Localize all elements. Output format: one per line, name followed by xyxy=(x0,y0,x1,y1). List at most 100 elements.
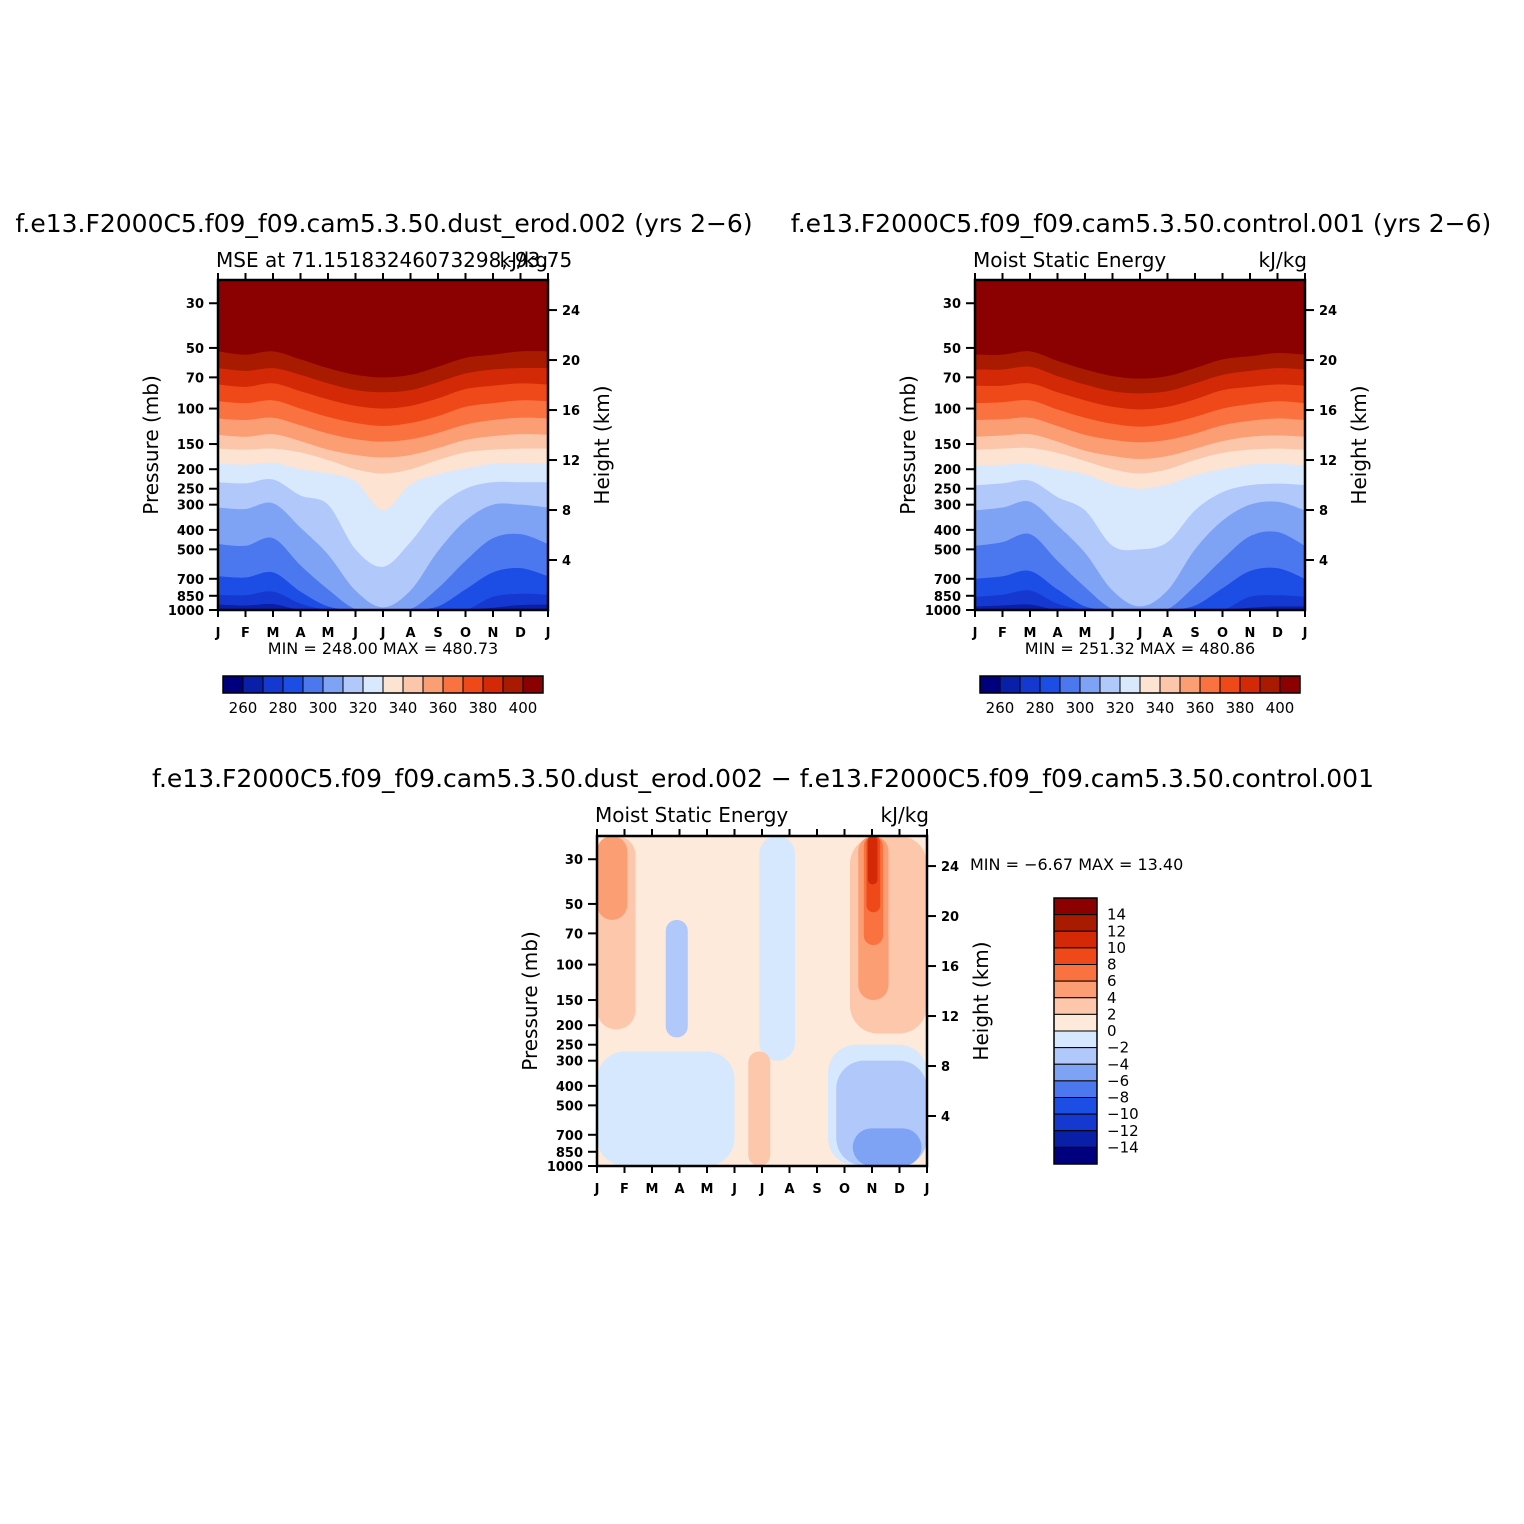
colorbar-label: 280 xyxy=(269,699,298,717)
x-tick-label: O xyxy=(1217,626,1228,641)
colorbar-label: −4 xyxy=(1107,1055,1129,1073)
x-tick-label: F xyxy=(620,1182,629,1197)
x-tick-label: N xyxy=(867,1182,878,1197)
x-tick-label: S xyxy=(1190,626,1199,641)
axes: J F M A M J J A S O N D J305070100150200250300400500… xyxy=(547,829,959,1197)
colorbar-box xyxy=(1053,997,1098,1015)
panel-left-string: Moist Static Energy xyxy=(973,248,1166,272)
y-tick-label: 200 xyxy=(934,463,961,478)
colorbar-box xyxy=(1053,1130,1098,1148)
colorbar-label: 360 xyxy=(429,699,458,717)
y-tick-label: 1000 xyxy=(168,604,204,619)
x-tick-label: M xyxy=(646,1182,659,1197)
y-tick-label: 300 xyxy=(934,499,961,514)
y-tick-label: 70 xyxy=(565,927,583,942)
y-tick-label: 850 xyxy=(934,590,961,605)
colorbar-label: 400 xyxy=(1266,699,1295,717)
min-max-label: MIN = −6.67 MAX = 13.40 xyxy=(970,855,1183,874)
colorbar-label: 10 xyxy=(1107,939,1126,957)
y-tick-label: 300 xyxy=(556,1055,583,1070)
panel-units: kJ/kg xyxy=(500,248,549,272)
colorbar-box xyxy=(242,675,264,694)
colorbar-label: 260 xyxy=(229,699,258,717)
contour-band xyxy=(218,280,548,378)
x-tick-label: J xyxy=(1137,626,1143,641)
colorbar-box xyxy=(999,675,1021,694)
colorbar-box xyxy=(282,675,304,694)
y-tick-label: 100 xyxy=(556,959,583,974)
colorbar: 260 280 300 320 340 360 380 400 xyxy=(222,675,544,717)
panel-units: kJ/kg xyxy=(1259,248,1308,272)
y-tick-label: 1000 xyxy=(547,1160,583,1175)
x-tick-label: A xyxy=(1052,626,1062,641)
panel-difference: f.e13.F2000C5.f09_f09.cam5.3.50.dust_ero… xyxy=(152,764,1374,1197)
colorbar-box xyxy=(522,675,544,694)
contour-fill xyxy=(597,836,927,1166)
y-tick-label: 100 xyxy=(177,403,204,418)
y-tick-label: 700 xyxy=(556,1129,583,1144)
y-axis-label: Pressure (mb) xyxy=(896,375,920,515)
colorbar-box xyxy=(1119,675,1141,694)
contour-region xyxy=(852,1128,922,1166)
y-tick-label: 300 xyxy=(177,499,204,514)
colorbar-label: 2 xyxy=(1107,1005,1117,1023)
y-right-tick-label: 12 xyxy=(1319,454,1337,469)
y-right-tick-label: 20 xyxy=(1319,354,1337,369)
colorbar-box xyxy=(1279,675,1301,694)
colorbar-label: 260 xyxy=(986,699,1015,717)
panel-left-string: Moist Static Energy xyxy=(595,803,788,827)
colorbar-label: 320 xyxy=(1106,699,1135,717)
y-tick-label: 700 xyxy=(934,573,961,588)
x-tick-label: A xyxy=(784,1182,794,1197)
y-tick-label: 70 xyxy=(186,371,204,386)
panel-units: kJ/kg xyxy=(881,803,930,827)
y-axis-right-label: Height (km) xyxy=(590,385,614,504)
colorbar-label: −8 xyxy=(1107,1089,1129,1107)
y-tick-label: 50 xyxy=(565,898,583,913)
colorbar-box xyxy=(402,675,424,694)
y-tick-label: 1000 xyxy=(925,604,961,619)
x-tick-label: M xyxy=(1024,626,1037,641)
colorbar-label: 340 xyxy=(1146,699,1175,717)
x-tick-label: S xyxy=(433,626,442,641)
colorbar-box xyxy=(1019,675,1041,694)
colorbar-label: 300 xyxy=(309,699,338,717)
colorbar-frame xyxy=(222,675,544,694)
contour-region xyxy=(597,836,628,920)
y-right-tick-label: 8 xyxy=(562,504,571,519)
y-right-tick-label: 4 xyxy=(562,554,571,569)
y-tick-label: 50 xyxy=(943,342,961,357)
x-tick-label: D xyxy=(1272,626,1283,641)
colorbar-label: 4 xyxy=(1107,989,1117,1007)
colorbar-label: 14 xyxy=(1107,906,1126,924)
panel-control: f.e13.F2000C5.f09_f09.cam5.3.50.control.… xyxy=(791,209,1492,717)
y-tick-label: 100 xyxy=(934,403,961,418)
colorbar-box xyxy=(1053,1097,1098,1115)
x-tick-label: A xyxy=(405,626,415,641)
colorbar-box xyxy=(262,675,284,694)
colorbar-box xyxy=(1053,1013,1098,1032)
colorbar-box xyxy=(1053,1047,1098,1065)
y-right-tick-label: 24 xyxy=(941,860,959,875)
y-tick-label: 50 xyxy=(186,342,204,357)
y-right-tick-label: 24 xyxy=(1319,304,1337,319)
y-right-tick-label: 20 xyxy=(941,910,959,925)
y-tick-label: 500 xyxy=(556,1099,583,1114)
x-tick-label: A xyxy=(674,1182,684,1197)
colorbar-label: 400 xyxy=(509,699,538,717)
panel-title: f.e13.F2000C5.f09_f09.cam5.3.50.dust_ero… xyxy=(15,209,752,238)
colorbar-frame xyxy=(979,675,1301,694)
colorbar-box xyxy=(1053,930,1098,949)
colorbar-box xyxy=(1079,675,1101,694)
y-tick-label: 400 xyxy=(934,524,961,539)
y-axis-right-label: Height (km) xyxy=(969,941,993,1060)
y-right-tick-label: 8 xyxy=(941,1060,950,1075)
x-tick-label: D xyxy=(515,626,526,641)
axes: J F M A M J J A S O N D J305070100150200250300400500… xyxy=(168,273,580,641)
colorbar-label: 380 xyxy=(469,699,498,717)
x-tick-label: J xyxy=(759,1182,765,1197)
x-tick-label: F xyxy=(241,626,250,641)
colorbar-box xyxy=(302,675,324,694)
